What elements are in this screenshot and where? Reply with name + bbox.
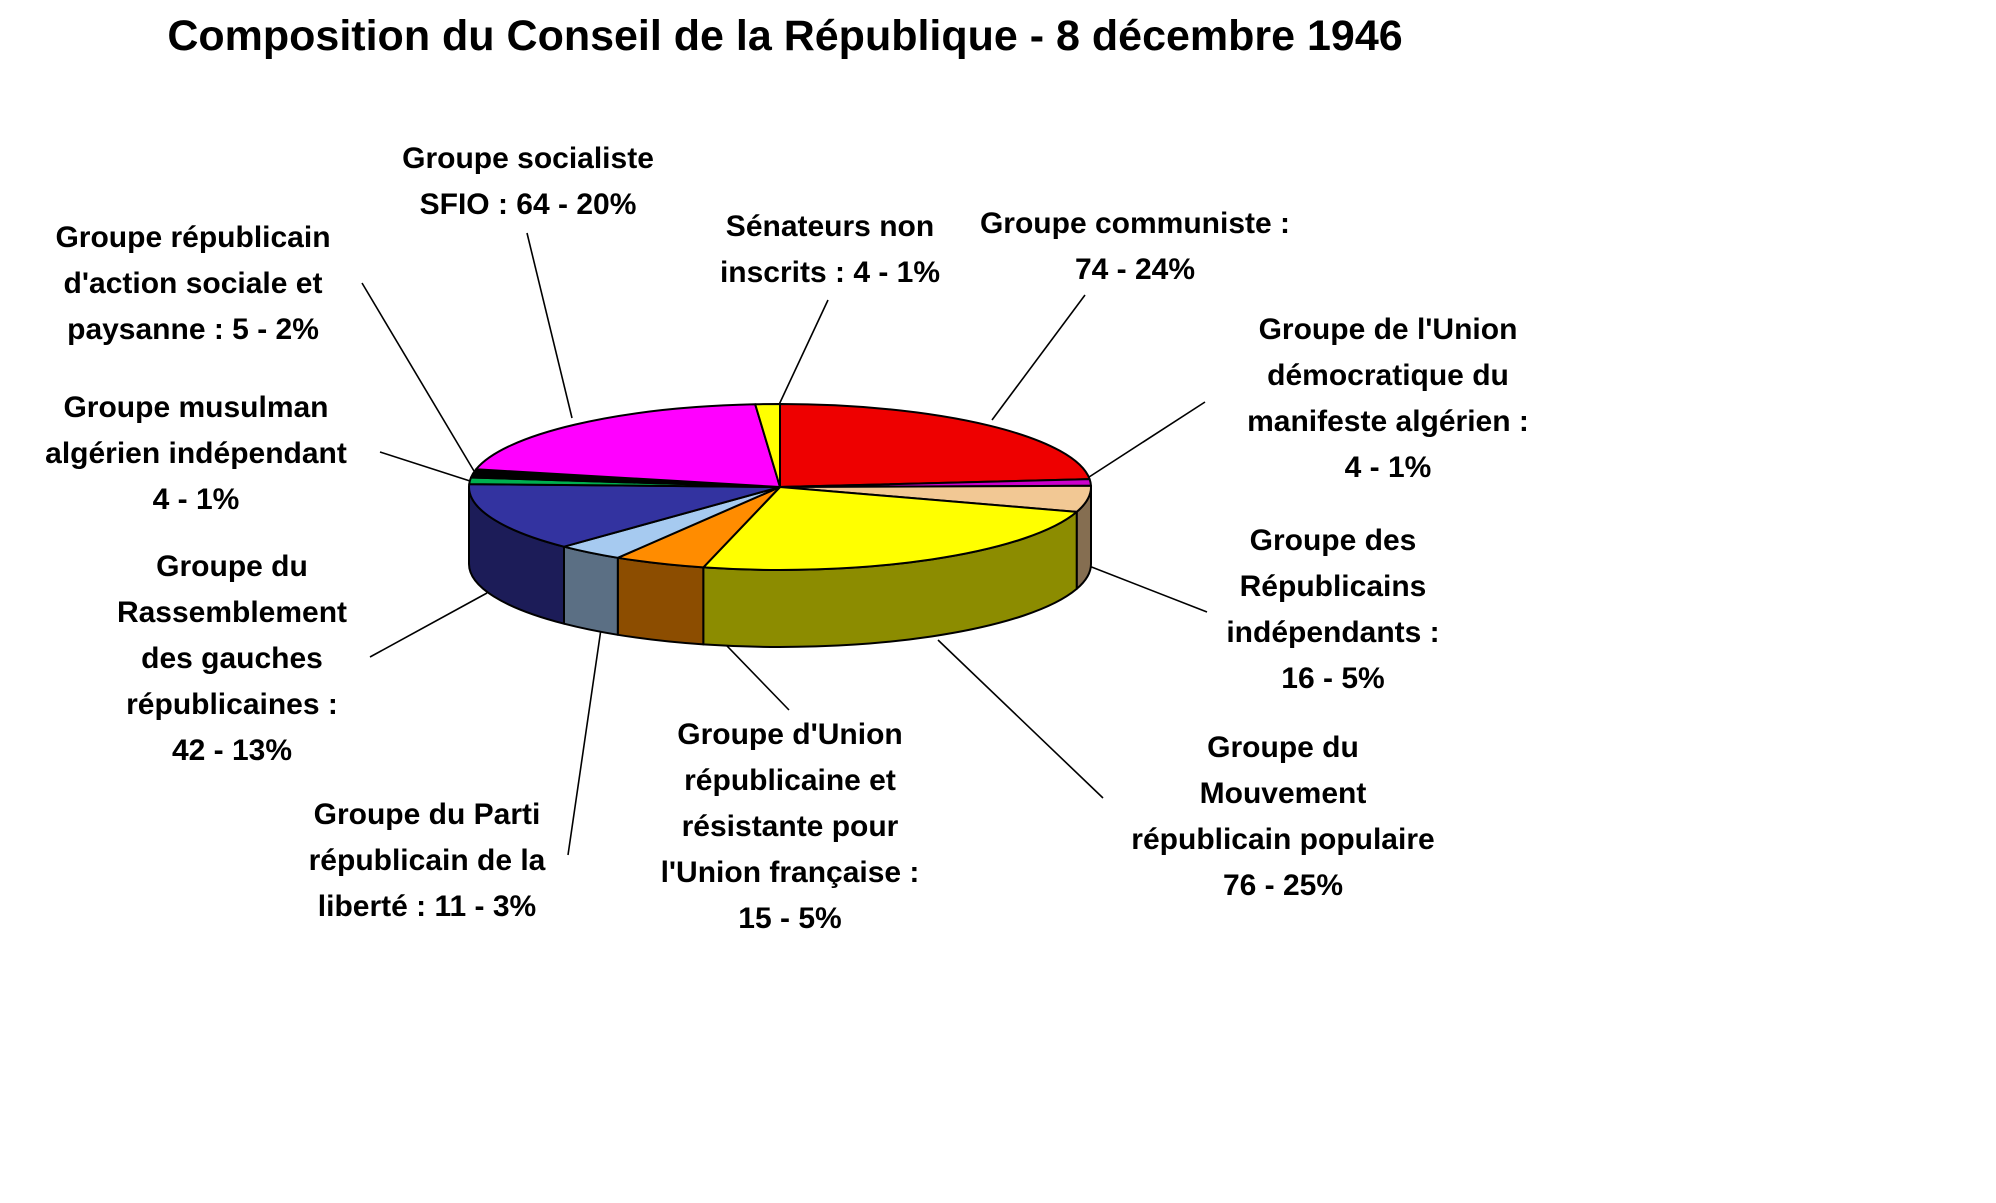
slice-label-line: SFIO : 64 - 20% bbox=[419, 188, 637, 221]
slice-label-line: l'Union française : bbox=[660, 856, 920, 889]
slice-label-sfio: Groupe socialiste SFIO : 64 - 20% bbox=[402, 136, 654, 228]
slice-label-line: manifeste algérien : bbox=[1247, 405, 1529, 438]
slice-label-line: 16 - 5% bbox=[1281, 662, 1385, 695]
slice-label-line: Républicains bbox=[1239, 570, 1427, 603]
slice-label-musulman-algerien: Groupe musulman algérien indépendant 4 - 1… bbox=[45, 385, 347, 523]
leader-line-manifeste-algerien bbox=[1085, 401, 1206, 480]
slice-label-line: Groupe républicain bbox=[55, 221, 331, 254]
slice-label-rgr: Groupe du Rassemblement des gauches républi… bbox=[117, 544, 347, 774]
slice-label-union-republicaine-resistante: Groupe d'Union républicaine et résistante … bbox=[661, 712, 920, 942]
slice-label-action-sociale-paysanne: Groupe républicain d'action sociale et pay… bbox=[55, 215, 330, 353]
leader-line-parti-republicain-liberte bbox=[567, 628, 602, 856]
chart-title: Composition du Conseil de la République … bbox=[167, 12, 1403, 60]
leader-line-mrp bbox=[937, 639, 1104, 799]
slice-label-line: Groupe socialiste bbox=[402, 142, 654, 175]
slice-label-line: Groupe des bbox=[1249, 524, 1417, 557]
slice-label-line: Sénateurs non bbox=[725, 210, 935, 243]
slice-label-line: Groupe du bbox=[156, 550, 308, 583]
slice-label-line: 4 - 1% bbox=[1344, 451, 1432, 484]
pie-slice-sfio bbox=[475, 403, 781, 488]
leader-line-musulman-algerien bbox=[379, 451, 471, 482]
slice-label-communiste: Groupe communiste : 74 - 24% bbox=[980, 201, 1290, 293]
leader-line-sfio bbox=[526, 232, 573, 419]
slice-label-line: Groupe du Parti bbox=[313, 798, 541, 831]
slice-label-line: républicain populaire bbox=[1131, 823, 1435, 856]
pie-slice-side-union-republicaine-resistante bbox=[616, 556, 705, 646]
slice-label-line: Groupe communiste : bbox=[979, 207, 1291, 240]
slice-label-line: d'action sociale et bbox=[63, 267, 323, 300]
slice-label-republicains-independants: Groupe des Républicains indépendants : 16 -… bbox=[1226, 518, 1439, 702]
slice-label-line: Rassemblement bbox=[116, 596, 348, 629]
slice-label-line: liberté : 11 - 3% bbox=[317, 890, 537, 923]
slice-label-line: Groupe d'Union bbox=[677, 718, 903, 751]
slice-label-line: républicain de la bbox=[308, 844, 546, 877]
leader-line-republicains-independants bbox=[1088, 565, 1208, 613]
slice-label-parti-republicain-liberte: Groupe du Parti républicain de la liberté … bbox=[309, 792, 546, 930]
slice-label-line: Mouvement bbox=[1199, 777, 1367, 810]
leader-line-rgr bbox=[369, 592, 488, 658]
pie-slice-mrp bbox=[702, 486, 1078, 571]
pie-slice-side-parti-republicain-liberte bbox=[563, 545, 619, 636]
slice-label-line: Groupe musulman bbox=[63, 391, 329, 424]
slice-label-line: algérien indépendant bbox=[45, 437, 347, 470]
slice-label-line: 76 - 25% bbox=[1222, 869, 1344, 902]
slice-label-line: paysanne : 5 - 2% bbox=[67, 313, 319, 346]
pie-slice-communiste bbox=[779, 403, 1091, 488]
slice-label-manifeste-algerien: Groupe de l'Union démocratique du manifest… bbox=[1247, 307, 1529, 491]
slice-label-line: Groupe de l'Union bbox=[1258, 313, 1518, 346]
slice-label-line: indépendants : bbox=[1226, 616, 1440, 649]
slice-label-line: résistante pour bbox=[681, 810, 899, 843]
slice-label-line: 4 - 1% bbox=[152, 483, 240, 516]
pie-slice-senateurs-non-inscrits bbox=[754, 403, 781, 488]
slice-label-line: 42 - 13% bbox=[171, 734, 293, 767]
leader-line-communiste bbox=[991, 294, 1086, 421]
slice-label-line: républicaines : bbox=[126, 688, 338, 721]
slice-label-line: républicaine et bbox=[684, 764, 896, 797]
pie-slice-rgr bbox=[468, 483, 781, 548]
slice-label-line: Groupe du bbox=[1207, 731, 1359, 764]
leader-line-action-sociale-paysanne bbox=[361, 282, 475, 472]
leader-line-senateurs-non-inscrits bbox=[776, 299, 829, 410]
slice-label-line: des gauches bbox=[141, 642, 323, 675]
slice-label-line: inscrits : 4 - 1% bbox=[719, 256, 941, 289]
slice-label-line: 15 - 5% bbox=[738, 902, 842, 935]
slice-label-line: 74 - 24% bbox=[1074, 253, 1196, 286]
slice-label-senateurs-non-inscrits: Sénateurs non inscrits : 4 - 1% bbox=[720, 204, 940, 296]
slice-label-line: démocratique du bbox=[1267, 359, 1509, 392]
slice-label-mrp: Groupe du Mouvement républicain populaire 7… bbox=[1131, 725, 1434, 909]
